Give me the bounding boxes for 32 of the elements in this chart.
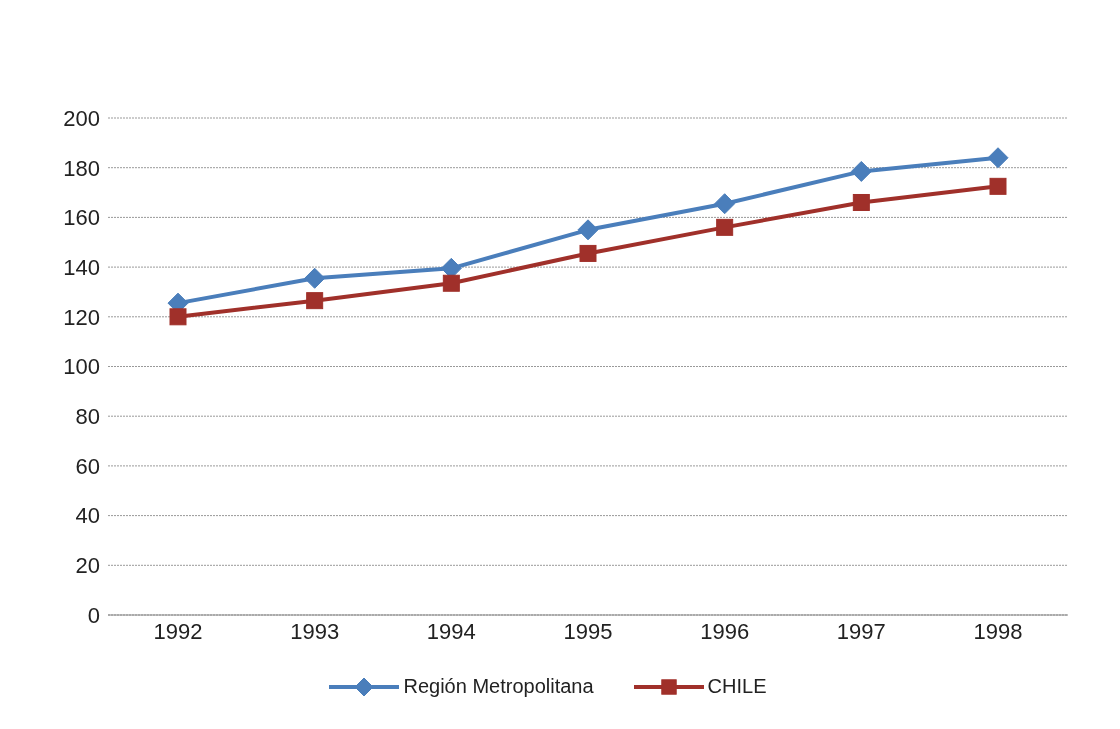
y-tick-label: 140: [63, 254, 100, 280]
point: [850, 160, 872, 182]
point: [716, 218, 734, 236]
y-tick-label: 100: [63, 354, 100, 380]
point: [306, 292, 324, 310]
point: [304, 267, 326, 289]
y-tick-label: 20: [75, 553, 100, 579]
y-tick-label: 120: [63, 304, 100, 330]
legend-label: Región Metropolitana: [403, 675, 594, 698]
x-tick-label: 1993: [290, 618, 340, 644]
point: [577, 219, 599, 241]
y-tick-label: 180: [63, 155, 100, 181]
legend-label: CHILE: [707, 675, 767, 698]
y-tick-label: 0: [87, 602, 100, 628]
point: [852, 193, 870, 211]
y-tick-label: 80: [75, 404, 100, 430]
y-tick-label: 40: [75, 503, 100, 529]
point: [987, 147, 1009, 169]
x-tick-label: 1996: [700, 618, 750, 644]
x-tick-label: 1992: [153, 618, 203, 644]
x-tick-label: 1997: [836, 618, 886, 644]
point: [442, 274, 460, 292]
point: [579, 244, 597, 262]
x-tick-label: 1994: [426, 618, 476, 644]
point: [989, 177, 1007, 195]
y-tick-label: 60: [75, 453, 100, 479]
point: [169, 308, 187, 326]
y-tick-label: 200: [63, 105, 100, 131]
x-tick-label: 1995: [563, 618, 613, 644]
point: [714, 193, 736, 215]
x-tick-label: 1998: [973, 618, 1023, 644]
y-tick-label: 160: [63, 205, 100, 231]
